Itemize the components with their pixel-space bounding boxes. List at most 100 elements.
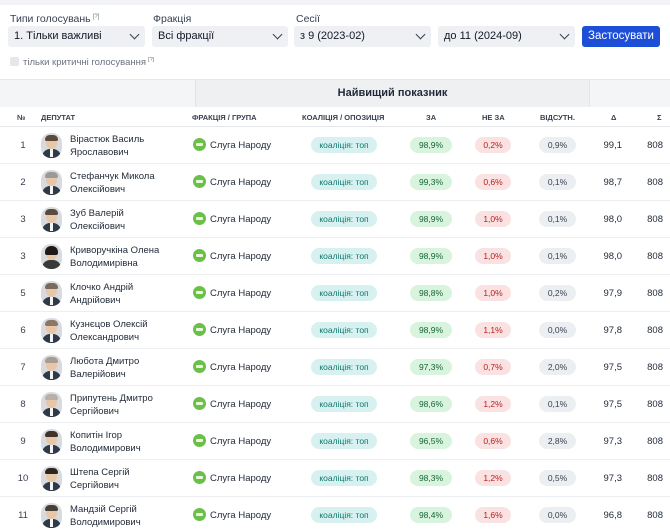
deputy-name-link[interactable]: Штепа Сергій Сергійович — [70, 467, 130, 491]
deputy-name-link[interactable]: Любота Дмитро Валерійович — [70, 356, 140, 380]
table-row[interactable]: 7 Любота Дмитро Валерійович Слуга Народу … — [0, 349, 670, 386]
session-from-value: з 9 (2023-02) — [300, 30, 365, 42]
apply-button[interactable]: Застосувати — [582, 26, 660, 47]
faction-cell[interactable]: Слуга Народу — [193, 360, 271, 375]
faction-cell[interactable]: Слуга Народу — [193, 212, 271, 227]
critical-only-option[interactable]: тільки критичні голосування [?] — [10, 55, 154, 68]
coalition-badge: коаліція: топ — [311, 174, 377, 190]
faction-cell[interactable]: Слуга Народу — [193, 175, 271, 190]
session-to-select[interactable]: до 11 (2024-09) — [438, 26, 575, 47]
vote-types-hint[interactable]: [?] — [92, 13, 100, 20]
deputy-name-link[interactable]: Мандзій Сергій Володимирович — [70, 504, 141, 528]
za-badge: 98,8% — [410, 285, 452, 301]
deputy-name-link[interactable]: Стефанчук Микола Олексійович — [70, 171, 155, 195]
ne-za-badge: 0,6% — [475, 433, 511, 449]
col-ne-za[interactable]: Не за — [482, 113, 505, 122]
faction-cell[interactable]: Слуга Народу — [193, 286, 271, 301]
table-row[interactable]: 9 Копитін Ігор Володимирович Слуга Народу… — [0, 423, 670, 460]
sigma-value: 808 — [647, 288, 663, 299]
faction-logo-icon — [193, 434, 206, 447]
table-row[interactable]: 11 Мандзій Сергій Володимирович Слуга Нар… — [0, 497, 670, 532]
delta-value: 97,3 — [603, 436, 623, 447]
sigma-value: 808 — [647, 140, 663, 151]
deputy-name-link[interactable]: Зуб Валерій Олексійович — [70, 208, 126, 232]
faction-cell[interactable]: Слуга Народу — [193, 508, 271, 523]
coalition-badge: коаліція: топ — [311, 433, 377, 449]
vidsutn-badge: 0,1% — [539, 396, 576, 412]
faction-cell[interactable]: Слуга Народу — [193, 249, 271, 264]
delta-value: 98,0 — [603, 214, 623, 225]
vidsutn-badge: 0,2% — [539, 285, 576, 301]
avatar[interactable] — [41, 466, 62, 491]
ne-za-badge: 1,0% — [475, 285, 511, 301]
session-from-select[interactable]: з 9 (2023-02) — [294, 26, 431, 47]
vidsutn-badge: 0,1% — [539, 248, 576, 264]
faction-logo-icon — [193, 175, 206, 188]
vidsutn-badge: 2,8% — [539, 433, 576, 449]
table-row[interactable]: 6 Кузнєцов Олексій Олександрович Слуга На… — [0, 312, 670, 349]
deputy-name-link[interactable]: Припутень Дмитро Сергійович — [70, 393, 153, 417]
table-row[interactable]: 10 Штепа Сергій Сергійович Слуга Народу к… — [0, 460, 670, 497]
ne-za-badge: 1,1% — [475, 322, 511, 338]
col-num[interactable]: № — [17, 113, 26, 122]
avatar[interactable] — [41, 355, 62, 380]
deputy-name-link[interactable]: Вірастюк Василь Ярославович — [70, 134, 145, 158]
table-row[interactable]: 5 Клочко Андрій Андрійович Слуга Народу к… — [0, 275, 670, 312]
avatar[interactable] — [41, 318, 62, 343]
avatar[interactable] — [41, 133, 62, 158]
deputy-name-link[interactable]: Копитін Ігор Володимирович — [70, 430, 141, 454]
faction-cell[interactable]: Слуга Народу — [193, 138, 271, 153]
coalition-badge: коаліція: топ — [311, 396, 377, 412]
deputy-name-link[interactable]: Криворучкіна Олена Володимирівна — [70, 245, 160, 269]
table-row[interactable]: 8 Припутень Дмитро Сергійович Слуга Народ… — [0, 386, 670, 423]
avatar[interactable] — [41, 244, 62, 269]
avatar[interactable] — [41, 281, 62, 306]
avatar[interactable] — [41, 503, 62, 528]
col-deputy[interactable]: Депутат — [41, 113, 76, 122]
critical-only-label: тільки критичні голосування — [23, 57, 147, 69]
col-vidsutn[interactable]: Відсутн. — [540, 113, 575, 122]
col-delta[interactable]: Δ — [611, 113, 617, 122]
vote-types-select[interactable]: 1. Тільки важливі — [8, 26, 145, 47]
table-row[interactable]: 2 Стефанчук Микола Олексійович Слуга Наро… — [0, 164, 670, 201]
table-header: № Депутат Фракція / група Коаліція / опо… — [0, 107, 670, 127]
faction-cell[interactable]: Слуга Народу — [193, 434, 271, 449]
avatar[interactable] — [41, 429, 62, 454]
faction-label: Фракція — [153, 13, 192, 25]
avatar[interactable] — [41, 392, 62, 417]
avatar[interactable] — [41, 170, 62, 195]
table-row[interactable]: 1 Вірастюк Василь Ярославович Слуга Народ… — [0, 127, 670, 164]
critical-only-checkbox[interactable] — [10, 57, 19, 67]
row-num: 6 — [20, 325, 26, 336]
deputy-name-link[interactable]: Клочко Андрій Андрійович — [70, 282, 134, 306]
sigma-value: 808 — [647, 214, 663, 225]
table-row[interactable]: 3 Зуб Валерій Олексійович Слуга Народу ко… — [0, 201, 670, 238]
col-sigma[interactable]: Σ — [657, 113, 662, 122]
ne-za-badge: 1,2% — [475, 396, 511, 412]
faction-logo-icon — [193, 508, 206, 521]
vidsutn-badge: 0,9% — [539, 137, 576, 153]
sigma-value: 808 — [647, 473, 663, 484]
group-header-highest: Найвищий показник — [195, 79, 590, 107]
faction-cell[interactable]: Слуга Народу — [193, 471, 271, 486]
deputy-name-link[interactable]: Кузнєцов Олексій Олександрович — [70, 319, 148, 343]
faction-select[interactable]: Всі фракції — [152, 26, 288, 47]
avatar[interactable] — [41, 207, 62, 232]
faction-value: Всі фракції — [158, 30, 215, 42]
sigma-value: 808 — [647, 510, 663, 521]
faction-cell[interactable]: Слуга Народу — [193, 397, 271, 412]
coalition-badge: коаліція: топ — [311, 359, 377, 375]
critical-only-hint[interactable]: [?] — [148, 57, 155, 63]
delta-value: 98,0 — [603, 251, 623, 262]
coalition-badge: коаліція: топ — [311, 248, 377, 264]
za-badge: 98,9% — [410, 137, 452, 153]
faction-cell[interactable]: Слуга Народу — [193, 323, 271, 338]
table-row[interactable]: 3 Криворучкіна Олена Володимирівна Слуга … — [0, 238, 670, 275]
col-coalition[interactable]: Коаліція / опозиція — [302, 113, 385, 122]
col-faction[interactable]: Фракція / група — [192, 113, 257, 122]
za-badge: 98,9% — [410, 248, 452, 264]
table-body: 1 Вірастюк Василь Ярославович Слуга Народ… — [0, 127, 670, 532]
col-za[interactable]: За — [426, 113, 437, 122]
row-num: 7 — [20, 362, 26, 373]
row-num: 5 — [20, 288, 26, 299]
